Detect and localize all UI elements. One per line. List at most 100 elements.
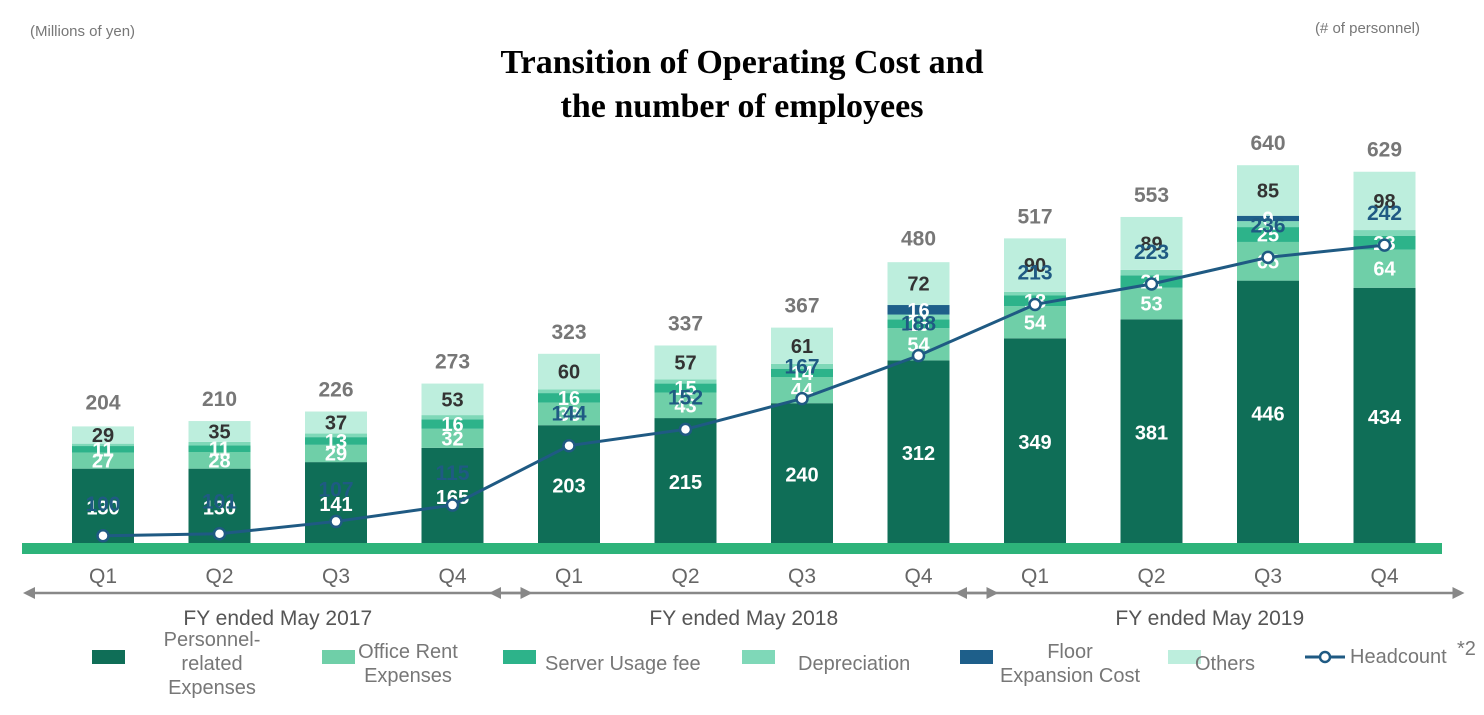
bar-segment [1237, 227, 1299, 242]
total-value-label: 517 [1017, 205, 1052, 228]
legend-label: Floor [1047, 641, 1093, 663]
segment-value-label: 381 [1135, 423, 1168, 445]
legend-swatch [742, 650, 775, 664]
bar-segment [538, 402, 600, 426]
segment-value-label: 54 [907, 334, 930, 356]
segment-value-label: 215 [669, 472, 702, 494]
bar-segment [887, 319, 950, 329]
segment-value-label: 43 [674, 395, 696, 417]
total-value-label: 337 [668, 312, 703, 335]
bar-segment [188, 441, 251, 446]
bar-segment [654, 345, 717, 380]
fy-arrow-head-left [23, 587, 35, 599]
x-tick-label: Q3 [788, 565, 816, 588]
bar-segment [421, 447, 484, 546]
legend-label: Office Rent [358, 641, 458, 663]
segment-value-label: 85 [1257, 180, 1279, 202]
segment-value-label: 16 [558, 388, 580, 410]
legend-swatch [503, 650, 536, 664]
headcount-value-label: 144 [551, 403, 586, 426]
fy-arrow-head-left [955, 587, 967, 599]
headcount-point [1028, 297, 1042, 312]
bar-segment [887, 262, 950, 306]
headcount-point [678, 422, 693, 437]
bar-segment [654, 379, 717, 384]
headcount-point [329, 514, 343, 529]
bar-segment [771, 403, 833, 546]
legend-point-sample [1318, 650, 1332, 664]
legend-swatch [322, 650, 355, 664]
segment-value-label: 11 [209, 439, 230, 461]
bar-segment [305, 411, 367, 434]
headcount-point [96, 529, 110, 543]
bar-segment [72, 443, 134, 447]
bar-segment [72, 446, 134, 453]
segment-value-label: 130 [203, 497, 236, 519]
bar-segment [1353, 287, 1416, 546]
chart-title-line-2: the number of employees [561, 88, 924, 125]
legend-label: Expenses [364, 665, 452, 687]
headcount-value-label: 167 [784, 356, 819, 379]
fiscal-year-label: FY ended May 2018 [649, 607, 838, 630]
bar-segment [1004, 338, 1066, 546]
legend-label: Personnel- [164, 629, 261, 651]
headcount-point [911, 348, 926, 363]
fiscal-year-label: FY ended May 2019 [1115, 607, 1304, 630]
bar-segment [188, 421, 251, 442]
bar-segment [72, 426, 134, 444]
fy-arrow-head-left [489, 587, 501, 599]
bar-segment [188, 451, 251, 469]
bar-segment [421, 428, 484, 448]
x-axis: Q1 Q2 Q3 Q4 Q1 Q2 Q3 Q4 Q1 Q2 Q3 Q4 FY ended May 201… [22, 543, 1465, 630]
segment-value-label: 53 [441, 389, 463, 411]
segment-value-label: 57 [674, 352, 696, 374]
bar-segment [1120, 287, 1183, 320]
bar-segment [538, 353, 600, 390]
bar-segment [305, 437, 367, 445]
bar-segment [538, 393, 600, 403]
legend-label: Expenses [168, 677, 256, 699]
segment-value-label: 11 [92, 439, 113, 461]
segment-value-label: 54 [1024, 312, 1047, 334]
total-value-label: 367 [784, 295, 819, 318]
total-value-label: 204 [85, 392, 120, 415]
x-tick-label: Q3 [322, 565, 350, 588]
x-tick-label: Q1 [555, 565, 583, 588]
legend-label: Expansion Cost [1000, 665, 1141, 687]
segment-value-label: 29 [325, 443, 347, 465]
headcount-value-label: 188 [901, 313, 936, 336]
bar-segment [1353, 171, 1416, 231]
bar-segment [654, 383, 717, 393]
bar-segment [1237, 215, 1299, 222]
bar-segment [1120, 319, 1183, 546]
x-tick-label: Q1 [1021, 565, 1049, 588]
bar-segment [188, 445, 251, 452]
bar-segment [771, 327, 833, 364]
x-tick-label: Q4 [438, 565, 466, 588]
bar-segment [305, 462, 367, 546]
headcount-value-label: 223 [1134, 241, 1169, 264]
segment-value-label: 25 [1257, 225, 1279, 247]
headcount-value-label: 107 [318, 478, 353, 501]
bar-segment [305, 444, 367, 463]
segment-value-label: 72 [907, 274, 929, 296]
segment-value-label: 29 [92, 425, 114, 447]
segment-value-label: 165 [436, 487, 469, 509]
bar-segment [72, 452, 134, 469]
headcount-value-label: 101 [202, 491, 237, 514]
headcount-line [102, 243, 1385, 538]
bar-segment [305, 433, 367, 438]
headcount-point [795, 391, 809, 406]
bars-layer: 1302711292041302811352101412913372261653… [72, 132, 1416, 546]
x-tick-label: Q1 [89, 565, 117, 588]
segment-value-label: 446 [1251, 403, 1284, 425]
headcount-point [562, 438, 576, 453]
bar-segment [1237, 221, 1299, 228]
legend-label: Others [1195, 653, 1255, 675]
legend-label: related [181, 653, 242, 675]
segment-value-label: 240 [785, 465, 818, 487]
total-value-label: 480 [901, 227, 936, 250]
x-tick-label: Q3 [1254, 565, 1282, 588]
segment-value-label: 32 [441, 428, 463, 450]
bar-segment [1353, 249, 1416, 288]
